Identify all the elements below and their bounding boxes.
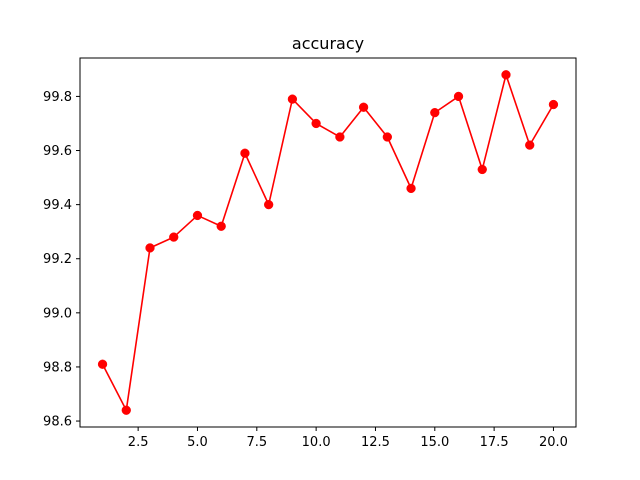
data-point [358, 102, 369, 112]
data-point [121, 405, 131, 415]
x-axis: 2.5 5.0 7.5 10.0 12.5 15.0 17.5 20.0 [128, 427, 568, 450]
x-tick-label: 17.5 [480, 435, 509, 450]
x-tick-label: 20.0 [539, 435, 568, 450]
x-tick-label: 7.5 [246, 435, 267, 450]
data-point [548, 99, 559, 110]
data-point [192, 210, 203, 221]
data-point [406, 183, 416, 194]
data-point [287, 94, 298, 104]
data-point [477, 164, 487, 175]
y-tick-label: 99.4 [43, 198, 72, 213]
x-tick-label: 12.5 [361, 435, 390, 450]
data-point [264, 199, 274, 210]
plot-area-frame [79, 57, 577, 428]
data-point [335, 132, 345, 142]
data-point [382, 132, 392, 142]
data-point [145, 243, 155, 253]
data-point [430, 107, 440, 118]
x-tick-label: 10.0 [302, 435, 331, 450]
series-line [101, 73, 555, 412]
data-point [311, 118, 321, 129]
data-point [97, 359, 108, 369]
y-tick-label: 99.0 [43, 306, 72, 321]
data-point [240, 148, 250, 158]
y-tick-label: 98.6 [43, 415, 72, 430]
y-tick-label: 99.2 [43, 252, 72, 267]
y-tick-label: 99.8 [43, 90, 72, 105]
data-point [525, 140, 535, 150]
data-point [501, 70, 511, 80]
chart-title: accuracy [292, 34, 364, 53]
y-tick-label: 99.6 [43, 144, 72, 159]
y-tick-label: 98.8 [43, 360, 72, 375]
x-tick-label: 2.5 [128, 435, 149, 450]
y-axis: 98.6 98.8 99.0 99.2 99.4 99.6 99.8 [43, 90, 80, 430]
data-point [216, 221, 226, 231]
x-tick-label: 15.0 [420, 435, 449, 450]
data-series [97, 70, 559, 415]
x-tick-label: 5.0 [187, 435, 208, 450]
data-point [453, 91, 464, 102]
data-point [169, 232, 179, 242]
